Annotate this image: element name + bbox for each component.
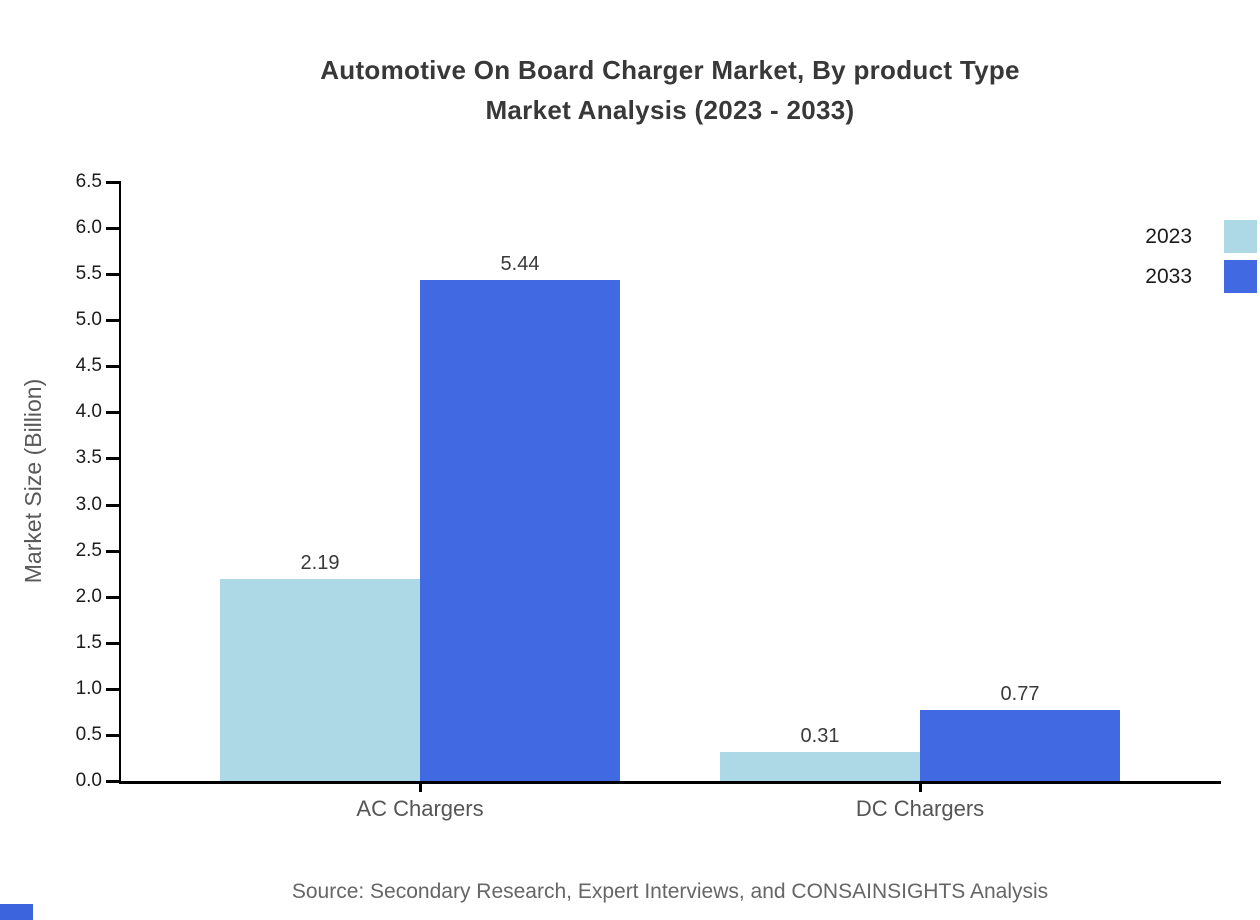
chart-title: Automotive On Board Charger Market, By p… (120, 50, 1220, 130)
y-tick-mark (106, 457, 119, 461)
x-category-label-ac-chargers: AC Chargers (356, 796, 484, 821)
legend-label-2033: 2033 (1145, 265, 1192, 288)
y-tick-label: 3.5 (75, 447, 102, 469)
legend-label-2023: 2023 (1145, 225, 1192, 248)
bar-value-label: 5.44 (500, 252, 540, 275)
y-tick-label: 4.5 (75, 355, 102, 377)
y-tick-mark (106, 227, 119, 231)
y-tick-label: 2.0 (75, 585, 102, 607)
y-tick-mark (106, 549, 119, 553)
y-axis-line (119, 181, 121, 783)
y-tick-label: 3.0 (75, 493, 102, 515)
legend-swatch-2023 (1224, 220, 1257, 253)
x-tick-mark (919, 784, 922, 792)
y-tick-mark (106, 181, 119, 184)
y-tick-label: 5.0 (75, 309, 102, 331)
chart-title-line2: Market Analysis (2023 - 2033) (485, 95, 855, 125)
y-tick-label: 4.0 (75, 401, 102, 423)
y-tick-label: 1.5 (75, 631, 102, 653)
bar-value-label: 2.19 (300, 552, 340, 575)
y-tick-label: 2.5 (75, 539, 102, 561)
y-tick-mark (106, 595, 119, 599)
bar-2023-ac-chargers (220, 579, 420, 781)
y-tick-label: 1.0 (75, 677, 102, 699)
y-tick-label: 0.0 (75, 770, 102, 791)
y-tick-label: 6.0 (75, 217, 102, 239)
y-tick-mark (106, 687, 119, 691)
y-tick-mark (106, 503, 119, 507)
chart-title-line1: Automotive On Board Charger Market, By p… (320, 55, 1020, 85)
y-tick-mark (106, 319, 119, 323)
x-category-label-dc-chargers: DC Chargers (855, 796, 985, 821)
corner-mark (0, 904, 33, 920)
y-tick-mark (106, 733, 119, 737)
y-tick-mark (106, 365, 119, 369)
bar-value-label: 0.31 (800, 725, 840, 748)
y-tick-label: 6.5 (75, 171, 102, 192)
y-tick-label: 0.5 (75, 723, 102, 745)
y-tick-mark (106, 641, 119, 645)
x-tick-mark (419, 784, 422, 792)
bar-2033-dc-chargers (920, 710, 1120, 781)
bar-2023-dc-chargers (720, 752, 920, 781)
bar-value-label: 0.77 (1000, 683, 1040, 706)
bar-2033-ac-chargers (420, 279, 620, 781)
source-note: Source: Secondary Research, Expert Inter… (291, 880, 1049, 903)
x-axis-line (119, 781, 1221, 784)
y-tick-mark (106, 780, 119, 783)
y-tick-label: 5.5 (75, 263, 102, 285)
y-tick-mark (106, 411, 119, 415)
legend-swatch-2033 (1224, 260, 1257, 293)
y-tick-mark (106, 273, 119, 277)
